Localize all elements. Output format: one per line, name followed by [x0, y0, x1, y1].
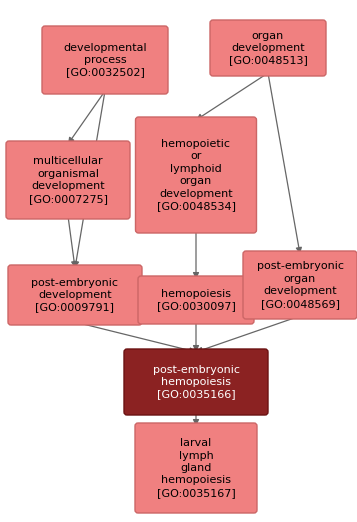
- FancyBboxPatch shape: [8, 265, 142, 325]
- FancyBboxPatch shape: [136, 117, 256, 233]
- FancyBboxPatch shape: [135, 423, 257, 513]
- FancyBboxPatch shape: [42, 26, 168, 94]
- Text: larval
lymph
gland
hemopoiesis
[GO:0035167]: larval lymph gland hemopoiesis [GO:00351…: [157, 438, 235, 498]
- FancyBboxPatch shape: [124, 349, 268, 415]
- FancyBboxPatch shape: [6, 141, 130, 219]
- Text: post-embryonic
organ
development
[GO:0048569]: post-embryonic organ development [GO:004…: [256, 262, 343, 309]
- FancyBboxPatch shape: [243, 251, 357, 319]
- Text: organ
development
[GO:0048513]: organ development [GO:0048513]: [228, 31, 307, 65]
- Text: post-embryonic
development
[GO:0009791]: post-embryonic development [GO:0009791]: [31, 278, 119, 312]
- Text: multicellular
organismal
development
[GO:0007275]: multicellular organismal development [GO…: [29, 157, 107, 204]
- Text: post-embryonic
hemopoiesis
[GO:0035166]: post-embryonic hemopoiesis [GO:0035166]: [152, 364, 240, 399]
- Text: developmental
process
[GO:0032502]: developmental process [GO:0032502]: [63, 43, 147, 77]
- FancyBboxPatch shape: [138, 276, 254, 324]
- Text: hemopoiesis
[GO:0030097]: hemopoiesis [GO:0030097]: [157, 289, 235, 311]
- FancyBboxPatch shape: [210, 20, 326, 76]
- Text: hemopoietic
or
lymphoid
organ
development
[GO:0048534]: hemopoietic or lymphoid organ developmen…: [156, 139, 236, 211]
